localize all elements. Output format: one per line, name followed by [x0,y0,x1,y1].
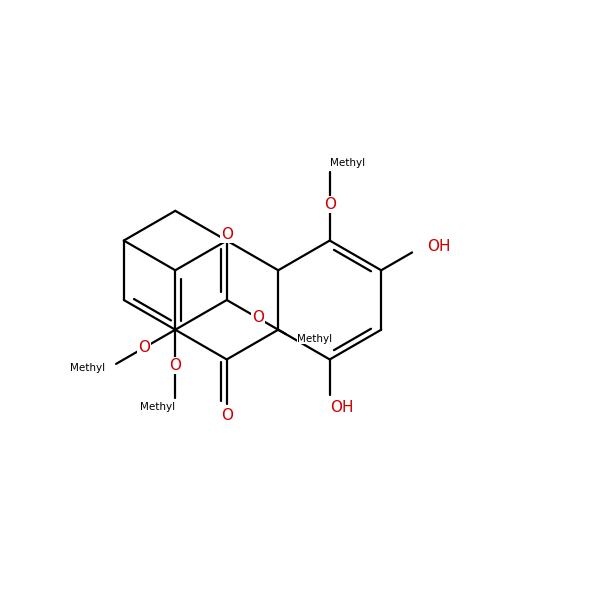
Text: Methyl: Methyl [140,402,175,412]
Text: OH: OH [330,400,353,415]
Text: OH: OH [428,239,451,254]
Text: O: O [324,197,336,212]
Text: Methyl: Methyl [330,158,365,168]
Text: Methyl: Methyl [297,334,332,344]
Text: O: O [251,310,263,325]
Text: O: O [221,227,233,242]
Text: O: O [139,340,151,355]
Text: O: O [169,358,181,373]
Text: Methyl: Methyl [70,364,105,373]
Text: O: O [221,409,233,424]
